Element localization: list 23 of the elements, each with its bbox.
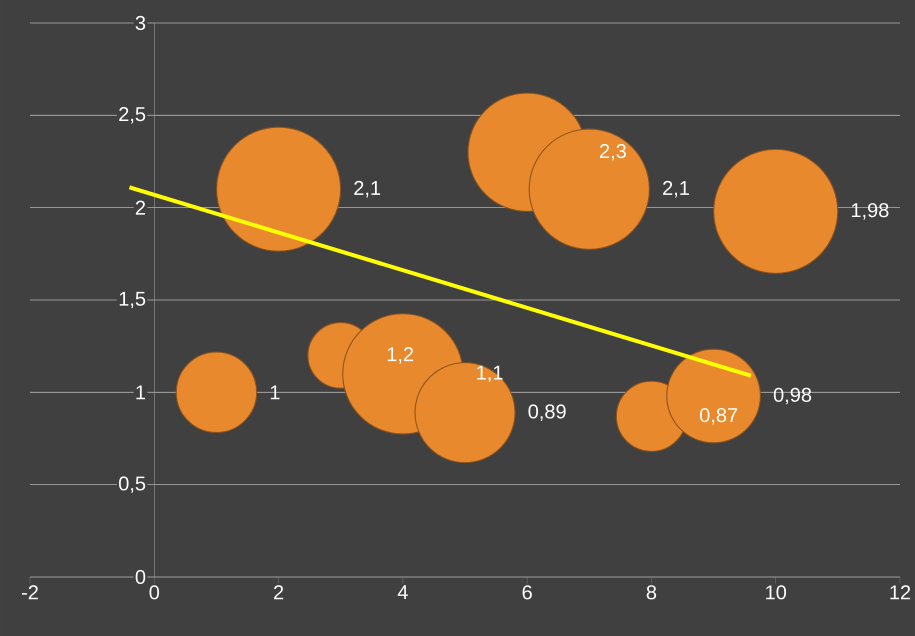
data-label: 0,89 [528,404,566,421]
y-tick-label: 3 [136,16,146,30]
y-tick-label: 2 [136,200,146,215]
data-label: 2,3 [600,144,626,161]
x-tick-label: 6 [522,585,532,600]
data-label: 2,1 [354,180,380,198]
y-tick-label: 0 [136,570,146,584]
x-tick-label: -2 [22,585,38,600]
y-tick-label: 1,5 [120,292,146,308]
x-tick-label: 2 [274,585,284,600]
data-label: 1,2 [388,347,414,364]
y-tick-label: 2,5 [119,107,146,124]
x-tick-label: 12 [890,585,910,600]
x-tick-label: 8 [646,585,656,600]
data-label: 1,98 [852,203,888,220]
data-label: 0,98 [774,388,812,404]
data-label: 2,1 [663,180,689,198]
x-tick-label: 0 [150,585,160,600]
y-tick-label: 1 [136,385,146,400]
data-label: 0,87 [700,408,738,425]
y-tick-label: 0,5 [119,476,146,493]
x-tick-label: 4 [398,585,408,600]
x-tick-label: 10 [766,585,786,600]
